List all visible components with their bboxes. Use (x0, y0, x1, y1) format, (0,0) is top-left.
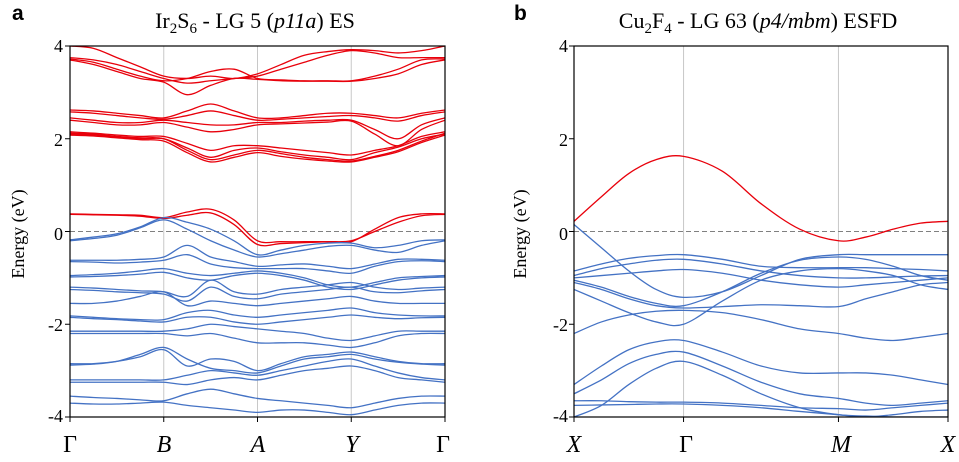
panel-a-band-occupied (70, 271, 445, 291)
panel-b-band-occupied (574, 309, 948, 342)
panel-a-title: Ir2S6 - LG 5 (p11a) ES (155, 8, 355, 37)
panel-a-xtick-label: B (157, 432, 172, 458)
panel-a-band-occupied (70, 348, 445, 372)
panel-b-ytick-label: -4 (553, 406, 568, 426)
panel-a-band-occupied (70, 279, 445, 298)
panel-a-band-unoccupied (70, 134, 445, 163)
panel-a-band-unoccupied (70, 132, 445, 162)
panel-a-ytick-label: 0 (54, 224, 63, 244)
panel-b-title: Cu2F4 - LG 63 (p4/mbm) ESFD (619, 8, 897, 37)
panel-a-band-occupied (70, 286, 445, 302)
panel-a-xtick-label: Γ (63, 432, 77, 458)
panel-a-band-unoccupied (70, 211, 445, 247)
panel-a-xtick-label: A (249, 432, 266, 458)
panel-a-band-unoccupied (70, 119, 445, 147)
panel-b-band-occupied (574, 400, 948, 411)
panel-a-ytick-label: 4 (54, 36, 63, 56)
panel-a-ytick-label: 2 (54, 130, 63, 150)
panel-a-xtick-label: Y (345, 432, 361, 458)
panel-a-ytick-label: -4 (48, 406, 63, 426)
panel-b-band-occupied (574, 350, 948, 407)
panel-b-xtick-label: X (566, 432, 583, 458)
panel-b-ytick-label: 0 (559, 224, 568, 244)
panel-a-band-occupied (70, 307, 445, 321)
panel-b-band-occupied (574, 281, 948, 309)
panel-a-band-occupied (70, 388, 445, 409)
panel-a-band-unoccupied (70, 131, 445, 156)
panel-a-band-unoccupied (70, 59, 445, 96)
panel-a-band-unoccupied (70, 58, 445, 82)
panel-a-band-occupied (70, 365, 445, 386)
panel-a-band-occupied (70, 244, 445, 270)
panel-b-band-occupied (574, 403, 948, 417)
panel-b-xtick-label: Γ (679, 432, 693, 458)
panel-a-xticks: Γ B A Y Γ (63, 432, 450, 458)
panel-a-band-occupied (70, 332, 445, 349)
panel-b-xticks: X Γ M X (566, 432, 957, 458)
panel-a-yticks: -4 -2 0 2 4 (48, 36, 63, 426)
panel-a-letter: a (12, 2, 24, 25)
panel-a-frame (69, 45, 446, 418)
panel-a-band-occupied (70, 314, 445, 325)
panel-a-band-occupied (70, 323, 445, 342)
panel-a-band-occupied (70, 267, 445, 288)
panel-a-bands (70, 46, 445, 416)
panel-a-band-unoccupied (70, 208, 445, 244)
panel-b-ytick-label: 2 (559, 130, 568, 150)
panel-a: a Ir2S6 - LG 5 (p11a) ES Energy (eV) -4 … (8, 2, 450, 458)
panel-b-yticks: -4 -2 0 2 4 (553, 36, 568, 426)
panel-a-band-occupied (70, 290, 445, 307)
panel-a-band-unoccupied (70, 103, 445, 120)
panel-a-ytick-label: -2 (48, 315, 63, 335)
panel-a-band-unoccupied (70, 110, 445, 122)
panel-a-band-occupied (70, 358, 445, 381)
panel-b-xtick-label: X (940, 432, 957, 458)
panel-a-band-occupied (70, 219, 445, 258)
panel-a-ylabel: Energy (eV) (8, 189, 29, 278)
panel-a-band-occupied (70, 216, 445, 256)
panel-b-band-occupied (574, 256, 948, 308)
panel-a-band-occupied (70, 346, 445, 374)
panel-b-band-occupied (574, 258, 948, 279)
panel-a-band-occupied (70, 401, 445, 416)
panel-b-plot (569, 45, 949, 422)
panel-b-band-occupied (574, 224, 948, 299)
panel-b-ylabel: Energy (eV) (510, 189, 531, 278)
panel-b-letter: b (514, 2, 527, 25)
panel-b-bands (574, 155, 948, 417)
panel-b-xtick-label: M (830, 432, 853, 458)
panel-b-band-occupied (574, 267, 948, 327)
panel-a-band-unoccupied (70, 117, 445, 140)
panel-b-frame (573, 45, 949, 418)
panel-a-band-unoccupied (70, 49, 445, 84)
panel-a-plot (65, 45, 446, 422)
panel-b-band-occupied (574, 360, 948, 417)
panel-a-band-occupied (70, 254, 445, 275)
panel-a-band-unoccupied (70, 133, 445, 161)
panel-b: b Cu2F4 - LG 63 (p4/mbm) ESFD Energy (eV… (510, 2, 957, 458)
panel-b-band-occupied (574, 339, 948, 386)
panel-b-ytick-label: 4 (559, 36, 568, 56)
panel-b-ytick-label: -2 (553, 315, 568, 335)
panel-b-band-occupied (574, 253, 948, 272)
panel-a-xtick-label: Γ (436, 432, 450, 458)
panel-a-band-unoccupied (70, 46, 445, 80)
panel-b-band-unoccupied (574, 155, 948, 242)
